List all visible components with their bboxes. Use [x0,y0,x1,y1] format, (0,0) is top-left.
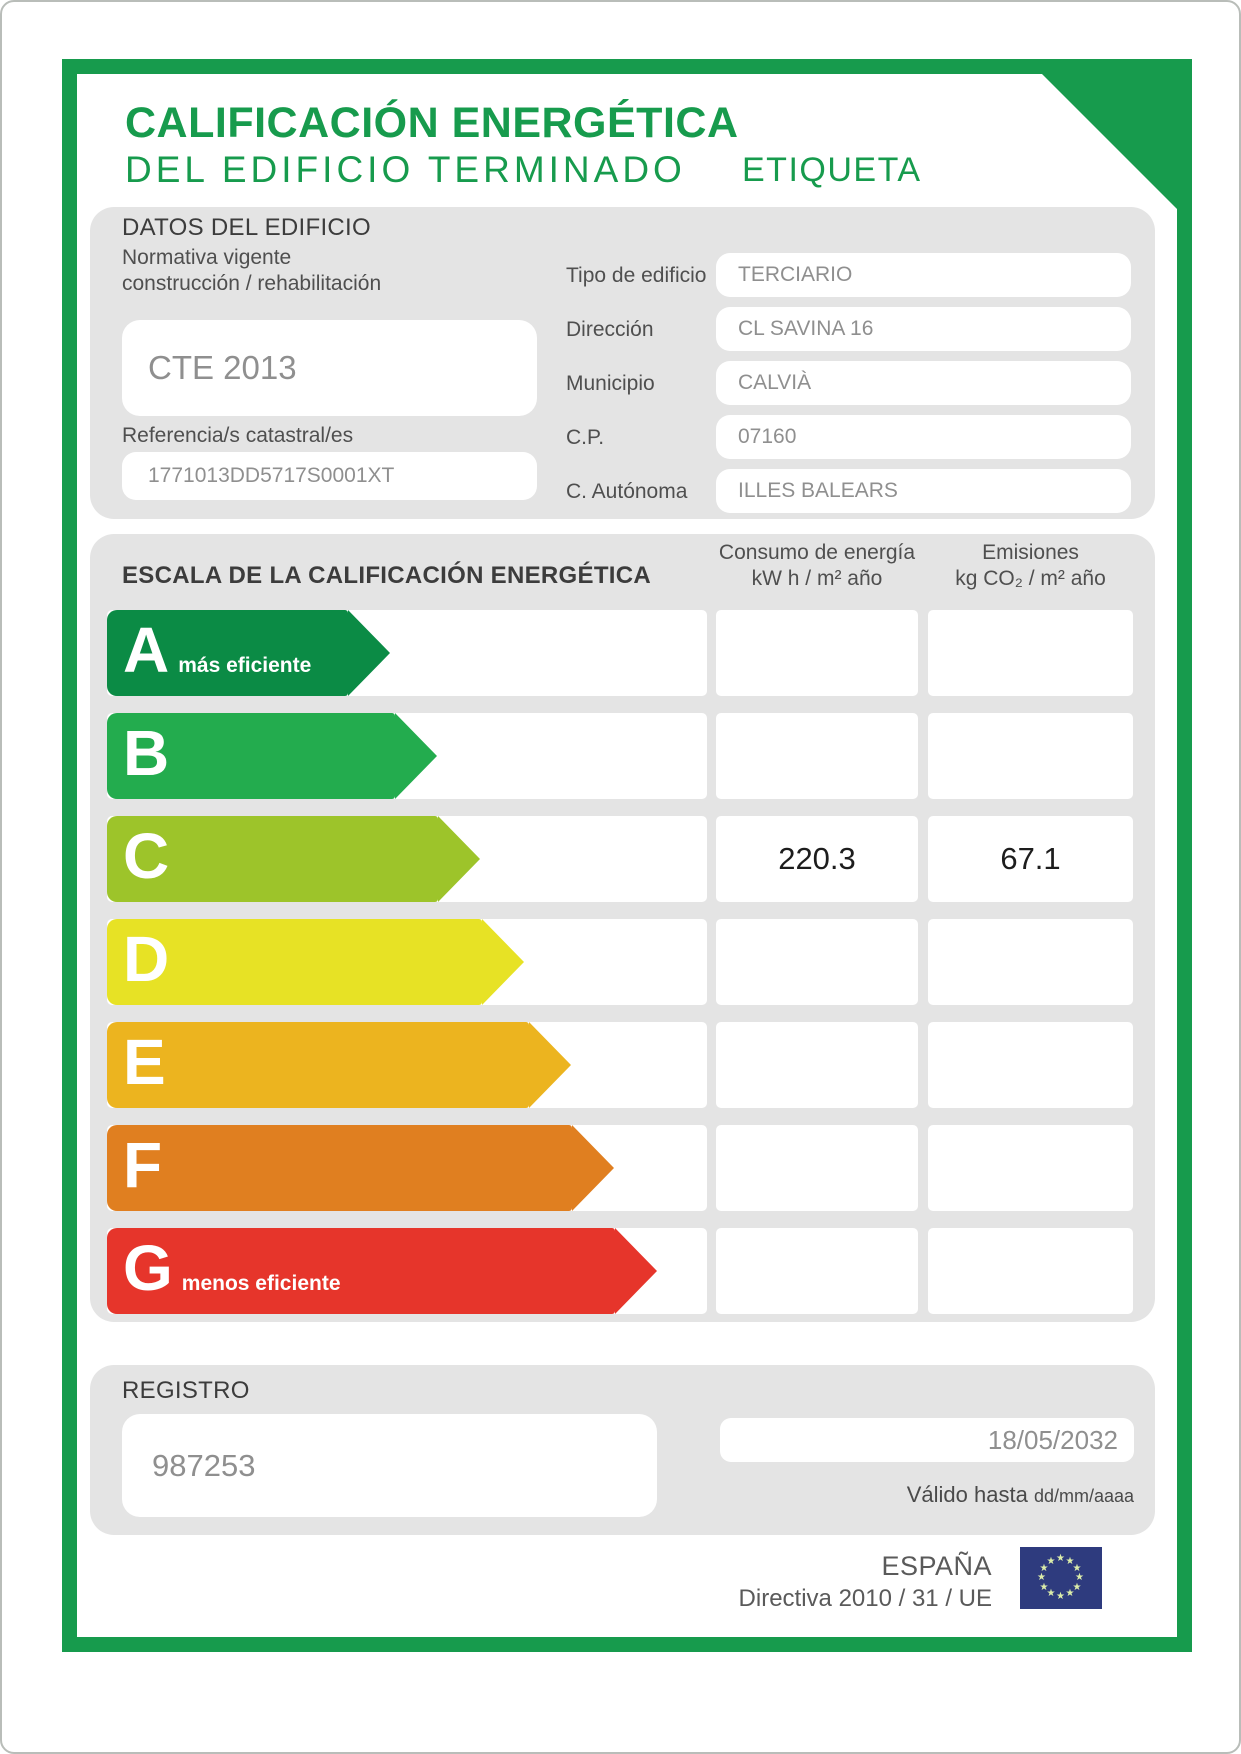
consumo-header-line2: kW h / m² año [751,567,883,590]
consumo-column-header: Consumo de energía kW h / m² año [708,540,926,592]
municipio-field: CALVIÀ [716,361,1131,405]
emisiones-cell-a [928,610,1133,696]
emisiones-column-header: Emisiones kg CO₂ / m² año [924,540,1137,592]
eu-star-icon: ★ [1039,1581,1049,1593]
eu-star-icon: ★ [1065,1588,1075,1600]
emisiones-cell-b [928,713,1133,799]
page-subtitle: DEL EDIFICIO TERMINADO [125,149,686,190]
rating-letter: C [123,820,170,892]
eu-star-icon: ★ [1065,1555,1075,1567]
rating-letter: E [123,1026,166,1098]
registro-number-field: 987253 [122,1414,657,1517]
consumo-cell-d [716,919,918,1005]
emisiones-cell-c: 67.1 [928,816,1133,902]
emisiones-cell-e [928,1022,1133,1108]
direccion-field: CL SAVINA 16 [716,307,1131,351]
consumo-cell-b [716,713,918,799]
emisiones-cell-f [928,1125,1133,1211]
rating-arrow-f: F [107,1125,614,1211]
tipo-edificio-label: Tipo de edificio [566,264,707,287]
rating-arrow-a: A más eficiente [107,610,390,696]
normativa-label-line1: Normativa vigente [122,246,292,269]
date-format-hint: dd/mm/aaaa [1033,1486,1134,1506]
normativa-value-field: CTE 2013 [122,320,537,416]
rating-note: más eficiente [178,654,312,677]
consumo-cell-a [716,610,918,696]
rating-arrow-c: C [107,816,480,902]
directive-label: Directiva 2010 / 31 / UE [738,1585,992,1612]
eu-star-icon: ★ [1056,1553,1065,1564]
eu-star-icon: ★ [1037,1572,1046,1583]
page-title: CALIFICACIÓN ENERGÉTICA [125,99,739,147]
direccion-label: Dirección [566,318,654,341]
consumo-cell-e [716,1022,918,1108]
emisiones-header-line2: kg CO₂ / m² año [955,567,1106,590]
valido-hasta-label: Válido hasta [906,1482,1034,1507]
eu-star-icon: ★ [1046,1588,1056,1600]
rating-letter: A [123,614,170,686]
eu-star-icon: ★ [1072,1581,1082,1593]
corner-triangle-decoration [1042,74,1177,209]
consumo-cell-c: 220.3 [716,816,918,902]
emisiones-cell-g [928,1228,1133,1314]
rating-letter: F [123,1129,163,1201]
comunidad-autonoma-label: C. Autónoma [566,480,688,503]
eu-star-icon: ★ [1056,1591,1065,1602]
country-label: ESPAÑA [881,1551,992,1581]
registro-title: REGISTRO [122,1377,250,1404]
rating-note: menos eficiente [181,1272,341,1295]
eu-flag-icon: ★ ★ ★ ★ ★ ★ ★ ★ ★ ★ ★ ★ [1020,1547,1102,1609]
referencia-label: Referencia/s catastral/es [122,424,354,447]
rating-letter: B [123,717,170,789]
rating-arrow-g: G menos eficiente [107,1228,657,1314]
eu-star-icon: ★ [1075,1572,1084,1583]
eu-star-icon: ★ [1072,1562,1082,1574]
building-data-title: DATOS DEL EDIFICIO [122,214,371,241]
consumo-header-line1: Consumo de energía [718,541,916,564]
cp-field: 07160 [716,415,1131,459]
rating-arrow-d: D [107,919,524,1005]
rating-arrow-b: B [107,713,437,799]
rating-letter: D [123,923,170,995]
etiqueta-badge: ETIQUETA [742,151,922,189]
consumo-cell-f [716,1125,918,1211]
referencia-value-field: 1771013DD5717S0001XT [122,452,537,500]
municipio-label: Municipio [566,372,655,395]
eu-star-icon: ★ [1046,1555,1056,1567]
cp-label: C.P. [566,426,605,449]
eu-star-icon: ★ [1039,1562,1049,1574]
normativa-label-line2: construcción / rehabilitación [122,272,382,295]
consumo-cell-g [716,1228,918,1314]
tipo-edificio-field: TERCIARIO [716,253,1131,297]
valid-until-date-field: 18/05/2032 [720,1418,1134,1462]
rating-letter: G [123,1232,173,1304]
emisiones-header-line1: Emisiones [982,541,1079,564]
valido-hasta-line: Válido hasta dd/mm/aaaa [720,1482,1134,1508]
energy-scale-title: ESCALA DE LA CALIFICACIÓN ENERGÉTICA [122,562,652,589]
rating-arrow-e: E [107,1022,571,1108]
emisiones-cell-d [928,919,1133,1005]
comunidad-autonoma-field: ILLES BALEARS [716,469,1131,513]
